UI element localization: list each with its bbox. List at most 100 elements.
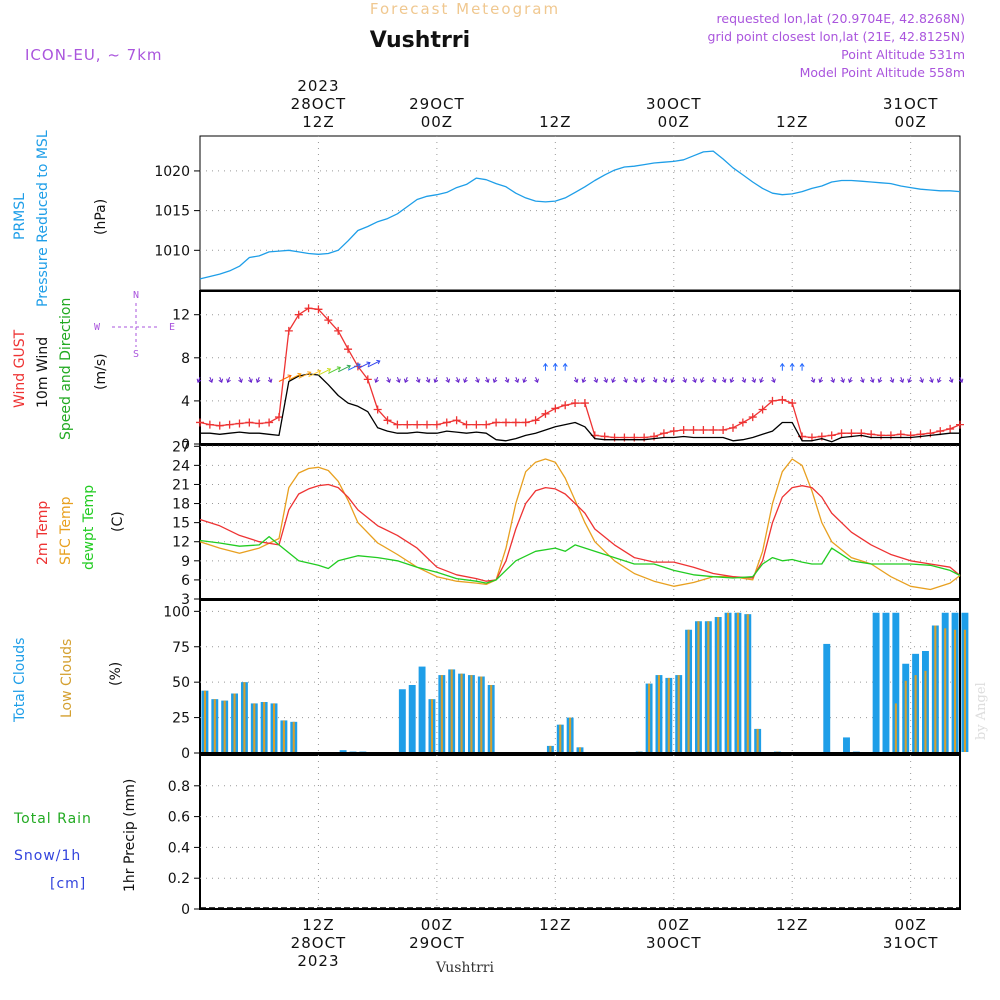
- low-cloud-bar: [213, 699, 216, 752]
- y-tick-label: 21: [172, 477, 190, 493]
- gust-point: [886, 431, 895, 440]
- total-cloud-bar: [408, 685, 416, 752]
- gust-point: [442, 418, 451, 427]
- wind-arrow: [475, 377, 479, 383]
- wind-arrow-head: [346, 364, 351, 370]
- low-cloud-bar: [440, 675, 443, 752]
- low-cloud-bar: [963, 629, 966, 752]
- svg-text:S: S: [133, 349, 139, 360]
- gust-point: [284, 326, 293, 335]
- wind-arrow-head: [267, 378, 273, 383]
- low-cloud-bar: [549, 745, 552, 752]
- total-cloud-bar: [843, 737, 850, 752]
- dew-label: dewpt Temp: [81, 485, 97, 570]
- gust-point: [482, 420, 491, 429]
- wind-arrow-head: [542, 362, 548, 367]
- wind-arrow-head: [248, 378, 253, 383]
- gust-point: [709, 425, 718, 434]
- low-cloud-bar: [756, 728, 759, 752]
- wind-arrow: [959, 377, 963, 383]
- time-label-top: 28OCT: [291, 95, 347, 113]
- y-tick-label: 0.4: [168, 840, 190, 856]
- gust-point: [827, 431, 836, 440]
- gust-point: [274, 413, 283, 422]
- wind-arrow: [239, 377, 242, 383]
- time-label-bottom: 00Z: [421, 916, 453, 934]
- wind-arrow: [683, 377, 687, 383]
- wind-arrow: [760, 377, 764, 383]
- gust-point: [521, 418, 530, 427]
- wind-arrow: [248, 377, 252, 383]
- wind-arrow: [612, 377, 616, 383]
- cloud-unit: (%): [108, 662, 124, 686]
- wind-arrow: [298, 371, 311, 379]
- pressure-line: [199, 150, 961, 280]
- time-label-top: 00Z: [894, 113, 926, 131]
- low-cloud-bar: [490, 685, 493, 752]
- wind-arrow: [396, 377, 400, 383]
- y-tick-label: 0: [181, 746, 190, 762]
- wind-arrow-head: [492, 378, 498, 383]
- gust-point: [472, 420, 481, 429]
- time-label-bottom: 2023: [297, 952, 339, 970]
- wind-arrow: [870, 377, 874, 383]
- dewpoint-line: [199, 535, 961, 584]
- wind-arrow-head: [936, 378, 942, 383]
- wind-arrow: [908, 377, 912, 383]
- wind-arrow-head: [682, 378, 687, 383]
- wind-arrow: [426, 377, 430, 383]
- gust-point: [324, 316, 333, 325]
- wind-arrow-head: [751, 378, 757, 383]
- gust-point: [956, 420, 964, 429]
- gust-point: [728, 423, 737, 432]
- gust-point: [225, 420, 234, 429]
- wind-arrow-head: [840, 378, 845, 383]
- wind-arrow: [485, 377, 489, 383]
- wind-arrow-head: [485, 378, 490, 383]
- time-label-top: 30OCT: [646, 95, 702, 113]
- wind-arrow-head: [652, 378, 658, 383]
- low-cloud-bar: [272, 703, 276, 752]
- low-cloud-bar: [243, 682, 246, 752]
- low-cloud-bar: [578, 747, 582, 752]
- low-cloud-bar: [894, 703, 897, 752]
- gust-point: [699, 425, 708, 434]
- gust-point: [788, 399, 797, 408]
- time-label-top: 00Z: [658, 113, 690, 131]
- wind-arrow-head: [818, 378, 824, 383]
- point-altitude: Point Altitude 531m: [841, 47, 965, 62]
- wind-arrow-head: [603, 378, 609, 383]
- gust-point: [452, 416, 461, 425]
- y-axes: 1010101510200481236912151821242702550751…: [154, 164, 200, 918]
- wind-arrow: [209, 377, 213, 383]
- time-label-top: 29OCT: [409, 95, 465, 113]
- panel-frame: [199, 754, 961, 910]
- wind-arrow: [633, 377, 637, 383]
- wind-arrow: [920, 377, 923, 383]
- wind-arrow-head: [403, 378, 409, 383]
- gust-point: [255, 419, 264, 428]
- y-tick-label: 4: [181, 394, 190, 410]
- wind-arrow: [900, 377, 904, 383]
- wind-arrow: [663, 377, 667, 383]
- gust-point: [294, 310, 303, 319]
- low-cloud-bar: [697, 621, 700, 752]
- total-cloud-bar: [882, 612, 890, 752]
- wind-arrow: [742, 377, 746, 383]
- y-tick-label: 6: [181, 573, 190, 589]
- wind-arrow: [288, 373, 302, 381]
- wind-arrow-head: [514, 378, 520, 383]
- wind-arrow: [197, 377, 201, 383]
- time-label-bottom: 00Z: [894, 916, 926, 934]
- footer-location: Vushtrri: [435, 960, 494, 976]
- model-altitude: Model Point Altitude 558m: [800, 65, 965, 80]
- wind-arrow: [268, 377, 272, 383]
- wind-arrow-head: [889, 378, 895, 383]
- wind-arrow: [357, 362, 371, 370]
- wind-arrow: [641, 377, 645, 383]
- wind-arrow-head: [670, 378, 675, 383]
- wind-arrow-head: [255, 378, 261, 383]
- time-label-bottom: 00Z: [658, 916, 690, 934]
- gust-point: [541, 409, 550, 418]
